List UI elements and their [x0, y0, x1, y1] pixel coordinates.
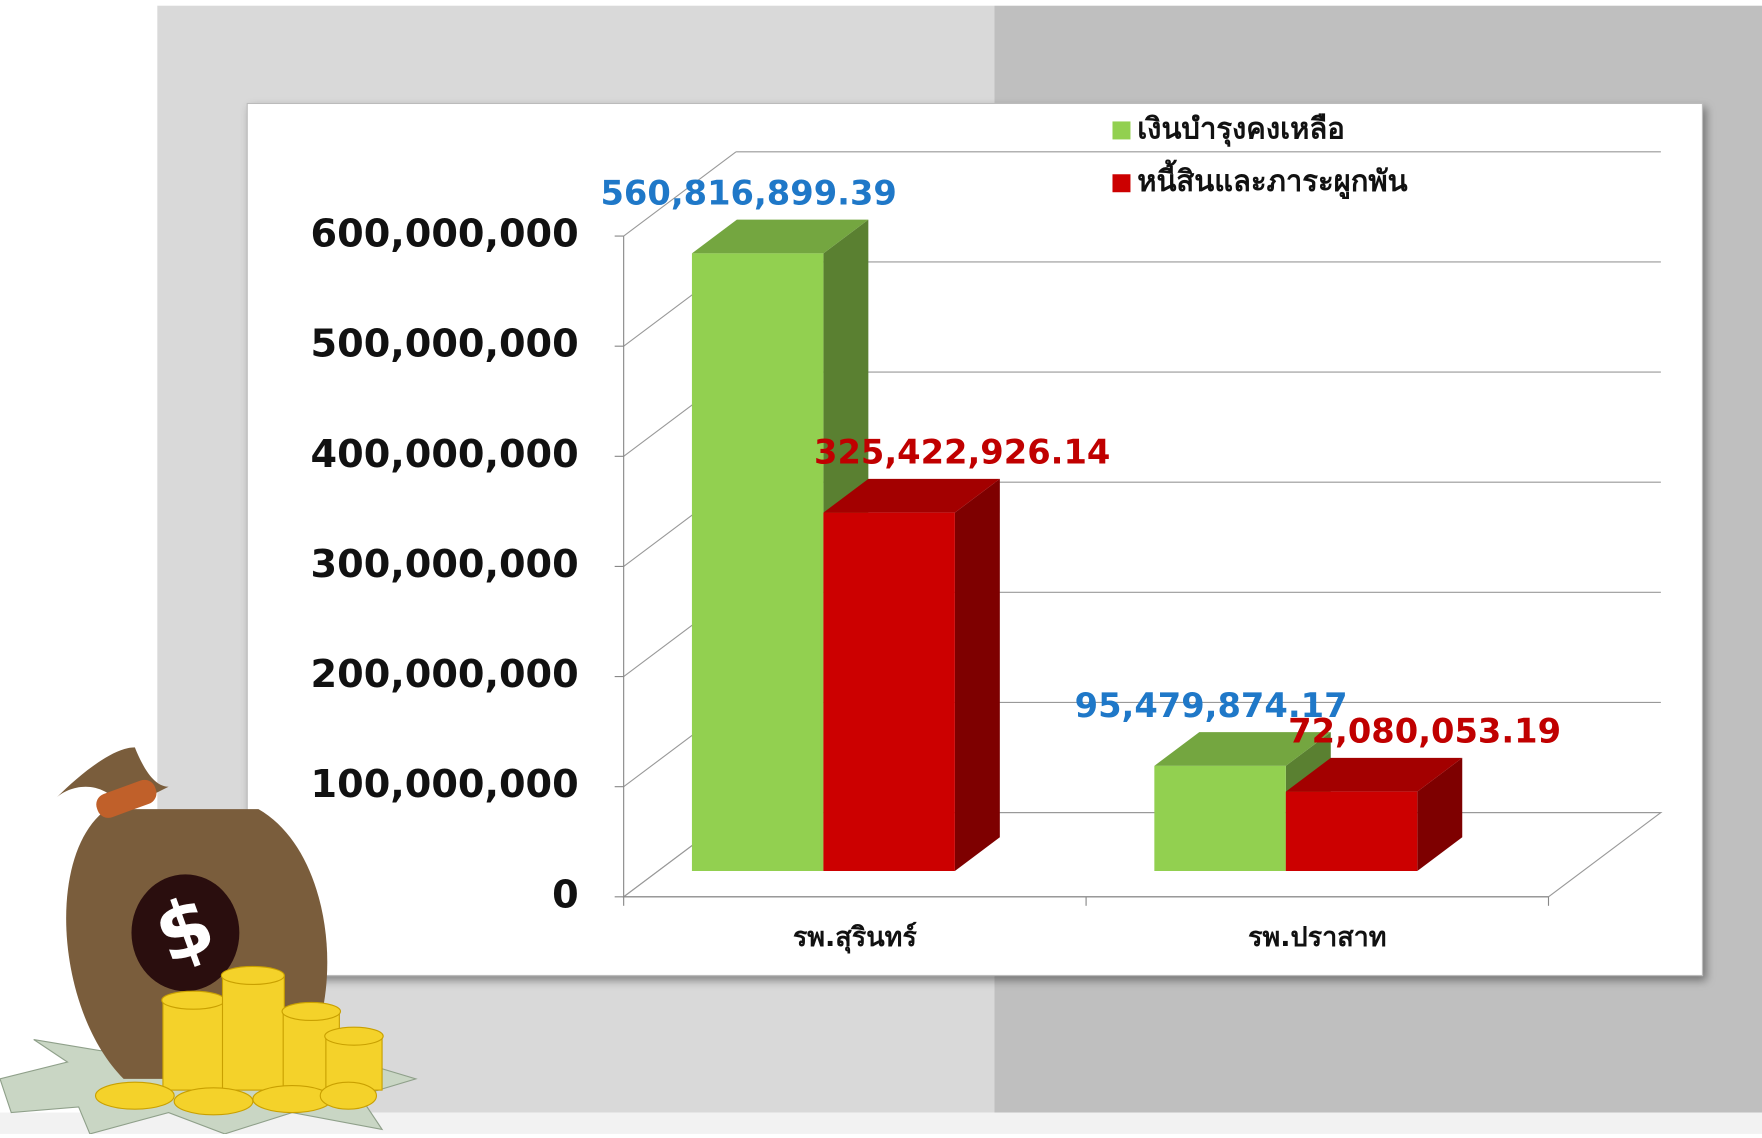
bar-face — [691, 219, 869, 254]
grid-diagonal — [623, 151, 737, 237]
y-tick-label: 300,000,000 — [311, 543, 579, 587]
legend-swatch — [1112, 121, 1131, 140]
data-label: 95,479,874.17 — [1075, 686, 1348, 725]
y-tick-label: 0 — [552, 873, 579, 917]
bar — [823, 478, 1000, 871]
x-tick-label: รพ.ปราสาท — [1248, 922, 1387, 953]
x-tick-label: รพ.สุรินทร์ — [793, 922, 918, 954]
bar — [1285, 757, 1463, 871]
bar-face — [1154, 765, 1286, 871]
bar-face — [691, 253, 824, 871]
plot: 0 100,000,000 200,000,000 300,000,000 400,00… — [311, 111, 1663, 954]
bar-face — [823, 512, 955, 871]
bar-face — [1285, 791, 1418, 871]
bar-face — [1285, 757, 1463, 792]
money-bag: $ — [0, 747, 418, 1135]
y-tick-label: 100,000,000 — [311, 763, 579, 807]
bar-face — [954, 478, 1000, 871]
y-tick-label: 200,000,000 — [311, 653, 579, 697]
legend-label: หนี้สินและภาระผูกพัน — [1137, 159, 1407, 199]
bar-face — [1417, 757, 1463, 871]
y-tick-label: 600,000,000 — [311, 213, 579, 257]
y-tick-label: 500,000,000 — [311, 323, 579, 367]
footer-strip — [0, 1112, 1762, 1134]
bar-face — [1154, 732, 1331, 766]
legend-label: เงินบำรุงคงเหลือ — [1137, 111, 1345, 146]
data-label: 325,422,926.14 — [814, 433, 1110, 472]
data-label: 560,816,899.39 — [600, 173, 896, 212]
data-label: 72,080,053.19 — [1288, 712, 1561, 751]
y-tick-label: 400,000,000 — [311, 433, 579, 477]
bar-face — [823, 478, 1000, 513]
legend-swatch — [1112, 174, 1131, 193]
